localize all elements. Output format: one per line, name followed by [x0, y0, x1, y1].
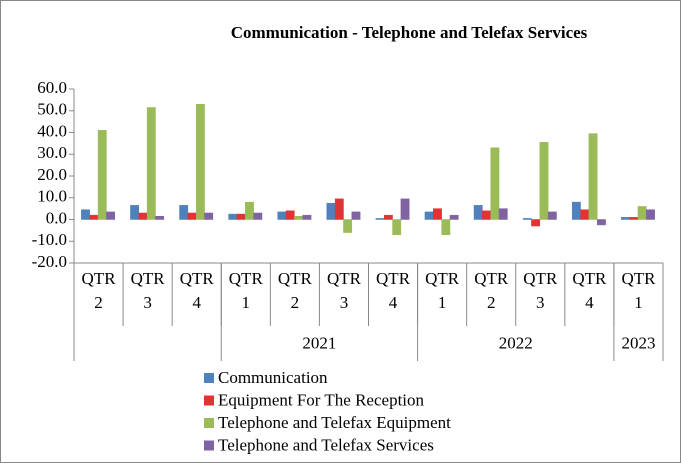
group-label: 2021: [302, 333, 336, 352]
bar: [138, 212, 148, 220]
legend-swatch: [204, 440, 214, 451]
bar: [449, 214, 459, 220]
bar: [571, 201, 581, 220]
bar: [204, 212, 214, 220]
bar: [277, 211, 287, 220]
y-tick-label: 20.0: [37, 165, 67, 184]
bar: [383, 214, 393, 220]
bar: [547, 211, 557, 220]
bar: [588, 133, 598, 220]
x-tick-label: QTR 3: [130, 269, 165, 312]
bar: [285, 210, 295, 220]
bar: [294, 215, 303, 220]
bar: [621, 217, 630, 220]
bar: [334, 198, 344, 220]
bar: [433, 208, 442, 220]
bar: [375, 218, 385, 220]
bar: [236, 213, 246, 220]
bar: [539, 142, 549, 220]
chart-title: Communication - Telephone and Telefax Se…: [231, 23, 588, 42]
bar: [424, 211, 434, 220]
bar: [302, 214, 312, 220]
bar: [187, 212, 197, 220]
bar: [646, 209, 655, 220]
bar: [629, 217, 639, 220]
y-tick-label: 50.0: [37, 100, 67, 119]
x-tick-label: QTR 1: [425, 269, 460, 312]
x-tick-label: QTR 2: [474, 269, 509, 312]
legend-label: Communication: [218, 368, 328, 387]
bar: [130, 205, 140, 220]
legend-swatch: [204, 418, 214, 428]
group-label: 2022: [499, 333, 533, 352]
bar: [351, 211, 361, 220]
bar: [637, 206, 647, 220]
x-tick-label: QTR 2: [277, 269, 312, 312]
bar: [343, 219, 353, 233]
bar: [245, 201, 254, 220]
bar: [580, 209, 590, 220]
bar: [146, 107, 156, 220]
legend-swatch: [204, 373, 214, 383]
legend-label: Telephone and Telefax Services: [218, 435, 434, 454]
bar: [498, 208, 508, 220]
x-tick-label: QTR 4: [376, 269, 411, 312]
legend-label: Equipment For The Reception: [218, 390, 425, 409]
bar: [490, 147, 500, 220]
bar: [441, 219, 451, 235]
bar: [106, 211, 115, 220]
bar: [81, 209, 90, 220]
y-tick-label: 60.0: [37, 78, 67, 97]
bar: [400, 198, 410, 220]
bar: [392, 219, 402, 235]
group-label: 2023: [621, 333, 655, 352]
x-tick-label: QTR 1: [228, 269, 263, 312]
bar: [253, 212, 263, 220]
x-tick-label: QTR 3: [326, 269, 361, 312]
bar: [522, 218, 532, 220]
bar: [596, 219, 606, 226]
x-tick-label: QTR 1: [621, 269, 656, 312]
bar: [482, 210, 491, 220]
legend-swatch: [204, 395, 214, 406]
y-tick-label: 10.0: [37, 187, 67, 206]
y-tick-label: -20.0: [32, 252, 67, 271]
x-tick-label: QTR 2: [81, 269, 116, 312]
y-tick-label: -10.0: [32, 230, 67, 249]
y-tick-label: 30.0: [37, 143, 67, 162]
x-tick-label: QTR 4: [179, 269, 214, 312]
x-tick-label: QTR 4: [572, 269, 607, 312]
y-tick-label: 0.0: [46, 208, 67, 227]
bar: [473, 205, 483, 220]
legend-label: Telephone and Telefax Equipment: [218, 413, 451, 432]
bar: [228, 213, 238, 220]
bar: [531, 219, 541, 227]
bar: [326, 202, 336, 220]
y-tick-label: 40.0: [37, 121, 67, 140]
bar: [195, 103, 205, 220]
bar: [155, 215, 165, 220]
bar: [89, 214, 99, 220]
bar: [179, 205, 189, 220]
x-tick-label: QTR 3: [523, 269, 558, 312]
bar: [97, 130, 107, 220]
